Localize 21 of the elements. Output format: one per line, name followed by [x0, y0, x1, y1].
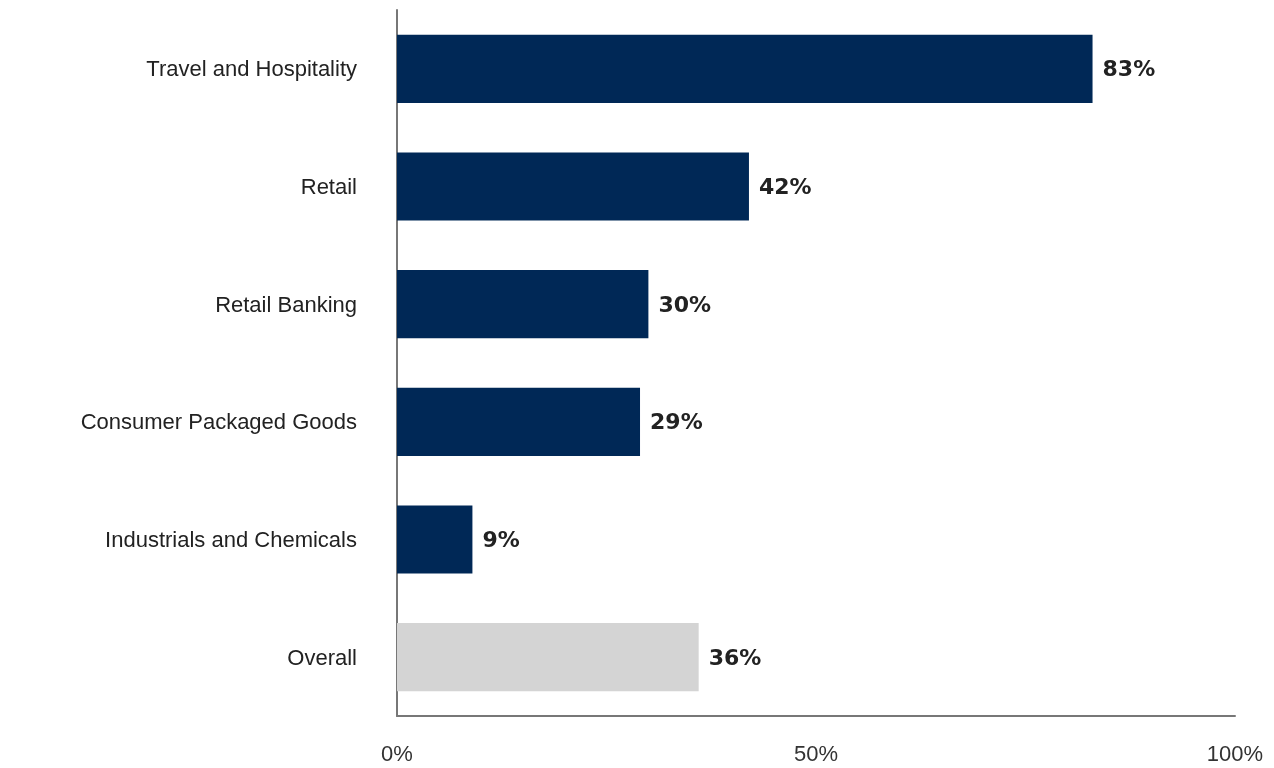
- y-tick-label: Consumer Packaged Goods: [80, 409, 357, 435]
- bar: [397, 387, 641, 456]
- x-tick-label: 50%: [793, 740, 839, 766]
- bar: [397, 34, 1093, 103]
- data-label: 42%: [758, 174, 812, 199]
- y-tick-label: Retail Banking: [215, 291, 357, 317]
- x-tick-label: 100%: [1206, 740, 1264, 766]
- y-tick-label: Travel and Hospitality: [146, 56, 357, 82]
- bar: [397, 623, 699, 692]
- y-tick-label: Industrials and Chemicals: [105, 527, 357, 552]
- y-tick-label: Retail: [300, 174, 357, 199]
- data-label: 9%: [482, 527, 520, 552]
- bar: [397, 505, 473, 574]
- data-label: 36%: [708, 644, 762, 670]
- bar: [397, 270, 649, 339]
- data-label: 29%: [650, 409, 703, 435]
- data-label: 30%: [658, 291, 712, 317]
- data-label: 83%: [1102, 56, 1156, 82]
- x-tick-label: 0%: [381, 740, 413, 766]
- bar: [397, 152, 749, 221]
- y-tick-label: Overall: [287, 644, 357, 670]
